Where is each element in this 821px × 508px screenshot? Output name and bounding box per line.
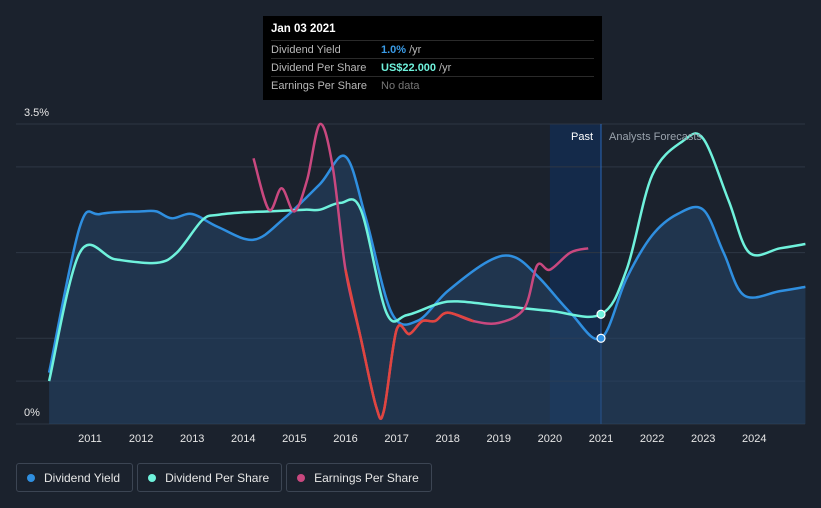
dividend-yield-area [49,155,806,425]
tooltip-unit: /yr [439,61,452,74]
x-tick-label: 2014 [231,433,255,445]
x-axis-ticks: 2011 2012 2013 2014 2015 2016 2017 2018 2019 2020… [78,433,766,445]
x-tick-label: 2019 [487,433,511,445]
dividend-per-share-line [47,132,806,382]
x-tick-label: 2011 [78,433,102,445]
legend-label: Earnings Per Share [314,470,419,485]
legend-dot-icon [148,473,157,482]
tooltip-row-eps: Earnings Per Share No data [271,76,594,94]
x-tick-label: 2020 [538,433,562,445]
tooltip-label: Earnings Per Share [271,79,367,92]
tooltip-value: US$22.000 [381,61,437,74]
legend-dot-icon [297,473,306,482]
series-lines [47,122,806,420]
legend-dot-icon [27,473,35,482]
x-tick-label: 2013 [180,433,204,445]
tooltip-label: Dividend Yield [271,43,341,56]
x-tick-label: 2017 [384,433,408,445]
legend-item-earnings-per-share[interactable]: Earnings Per Share [286,463,432,492]
tooltip-value: 1.0% [381,43,407,56]
y-min-label: 0% [24,407,40,419]
legend-item-dividend-per-share[interactable]: Dividend Per Share [137,463,283,492]
y-max-label: 3.5% [24,107,49,119]
legend: Dividend Yield Dividend Per Share Earnin… [16,463,432,492]
tooltip: Jan 03 2021 Dividend Yield 1.0% /yr Divi… [263,16,602,100]
dividend-yield-marker [596,333,606,343]
legend-label: Dividend Per Share [165,470,270,485]
tooltip-row-dps: Dividend Per Share US$22.000 /yr [271,58,594,76]
dividend-yield-line [47,154,806,373]
legend-item-dividend-yield[interactable]: Dividend Yield [16,463,134,492]
x-tick-label: 2016 [333,433,357,445]
x-tick-label: 2015 [282,433,306,445]
tooltip-markers [596,309,606,343]
legend-label: Dividend Yield [44,470,121,485]
x-tick-label: 2021 [589,433,613,445]
tooltip-value: No data [381,79,420,92]
x-tick-label: 2024 [742,433,766,445]
x-tick-label: 2022 [640,433,664,445]
x-tick-label: 2012 [129,433,153,445]
tooltip-row-yield: Dividend Yield 1.0% /yr [271,40,594,58]
past-label: Past [571,131,593,143]
dividend-per-share-marker [596,309,606,319]
dividend-yield-area-fill [49,155,806,425]
x-tick-label: 2018 [435,433,459,445]
earnings-per-share-negative-segment [344,269,474,420]
tooltip-label: Dividend Per Share [271,61,367,74]
x-tick-label: 2023 [691,433,715,445]
tooltip-date: Jan 03 2021 [271,23,336,35]
forecast-label: Analysts Forecasts [609,131,702,143]
tooltip-unit: /yr [409,43,422,56]
